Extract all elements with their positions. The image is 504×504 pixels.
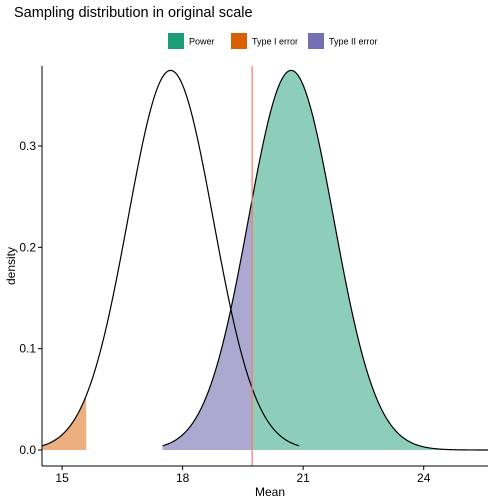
y-tick-label: 0.0 [19,443,36,457]
y-tick-label: 0.3 [19,139,36,153]
legend-swatch-type-i-error [231,33,247,49]
plot-curves [41,69,488,451]
x-tick-label: 18 [176,471,190,485]
plot-areas [42,70,488,451]
legend-label: Type II error [329,37,378,47]
chart-title: Sampling distribution in original scale [14,5,253,21]
x-tick-label: 15 [55,471,69,485]
y-tick-label: 0.1 [19,342,36,356]
area-type-ii-error [162,199,253,450]
y-ticks: 0.0 0.1 0.2 0.3 [19,139,42,457]
legend: Power Type I error Type II error [168,33,378,49]
legend-swatch-type-ii-error [308,33,324,49]
y-tick-label: 0.2 [19,240,36,254]
x-ticks: 15 18 21 24 [55,466,431,485]
curve-null [41,69,300,447]
curve-alternative [162,69,488,451]
x-axis-title: Mean [255,485,285,499]
legend-swatch-power [168,33,184,49]
legend-label: Power [189,37,215,47]
area-power [252,70,488,451]
area-type-i-error [42,395,87,450]
x-tick-label: 21 [296,471,310,485]
y-axis-title: density [4,247,18,285]
legend-label: Type I error [252,37,298,47]
x-tick-label: 24 [417,471,431,485]
